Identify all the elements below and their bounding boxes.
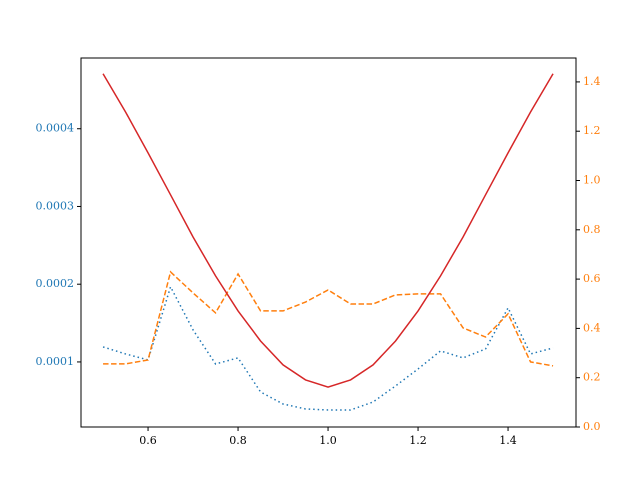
y2-tick-label: 0.6 (583, 272, 601, 285)
data-line (102, 73, 554, 388)
plot-frame (80, 57, 577, 428)
y2-tick-label: 1.0 (583, 174, 601, 187)
x-tick-label: 1.2 (409, 434, 427, 447)
y-tick-label: 0.0001 (36, 355, 75, 368)
y-tick-label: 0.0003 (36, 199, 75, 212)
y2-tick-label: 0.8 (583, 223, 601, 236)
x-tick-label: 1.0 (319, 434, 337, 447)
x-tick-label: 0.8 (229, 434, 247, 447)
y2-tick-label: 0.2 (583, 371, 601, 384)
y2-tick-label: 0.4 (583, 321, 601, 334)
y-tick-label: 0.0002 (36, 277, 75, 290)
y2-tick-label: 1.2 (583, 124, 601, 137)
x-tick-label: 1.4 (499, 434, 517, 447)
x-tick-label: 0.6 (139, 434, 157, 447)
data-line (103, 270, 554, 367)
data-line (102, 284, 554, 411)
y2-tick-label: 1.4 (583, 75, 601, 88)
y2-tick-label: 0.0 (583, 420, 601, 433)
y-tick-label: 0.0004 (36, 122, 75, 135)
